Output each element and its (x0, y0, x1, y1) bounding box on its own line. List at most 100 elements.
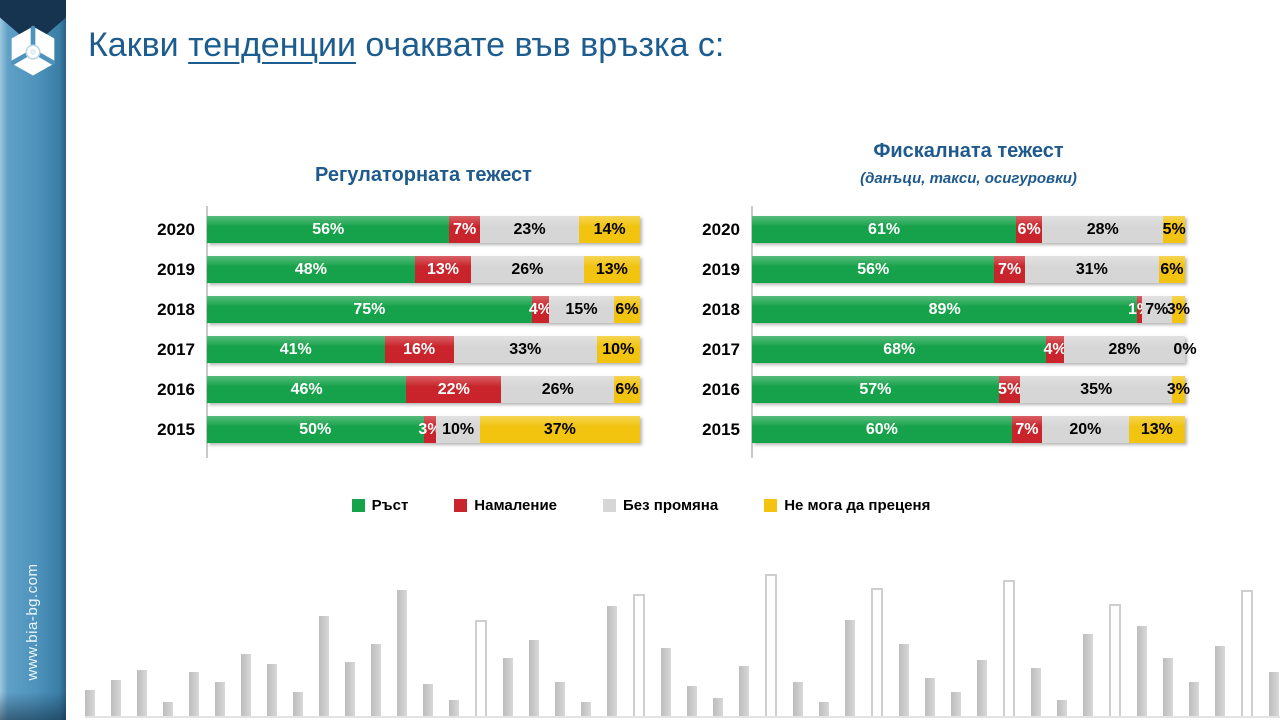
decor-bar (111, 680, 121, 716)
bar-segment: 75% (207, 296, 532, 323)
bar-segment: 13% (1128, 416, 1185, 443)
bar-segment-label: 20% (1069, 420, 1102, 438)
bar-segment-label: 4% (528, 300, 552, 318)
decor-bar (951, 692, 961, 716)
decor-bar (977, 660, 987, 716)
stacked-bar: 48% 13% 26% 13% (207, 256, 640, 283)
bar-row-2017: 2017 41% 16% 33% 10% (145, 336, 645, 363)
bar-segment: 7% (1011, 416, 1043, 443)
y-axis-line (751, 206, 753, 458)
bar-segment: 56% (752, 256, 995, 283)
decor-bar (423, 684, 433, 716)
bar-row-2020: 2020 56% 7% 23% 14% (145, 216, 645, 243)
category-label: 2020 (157, 220, 195, 239)
bar-segment-label: 26% (511, 260, 544, 278)
bar-segment-label: 28% (1108, 340, 1141, 358)
bar-segment: 3% (1167, 376, 1190, 403)
bar-segment-label: 57% (859, 380, 892, 398)
bar-segment-label: 48% (294, 260, 327, 278)
category-label: 2015 (157, 420, 195, 439)
bar-segment-label: 13% (426, 260, 459, 278)
bar-segment: 10% (596, 336, 640, 363)
decor-bar (503, 658, 513, 716)
bar-row-2018: 2018 89% 1% 7% 3% (690, 296, 1190, 323)
bar-segment-label: 41% (279, 340, 312, 358)
bar-segment-label: 10% (442, 420, 475, 438)
decor-bar (1215, 646, 1225, 716)
legend-item: Без промяна (603, 497, 718, 514)
stacked-bar: 56% 7% 23% 14% (207, 216, 640, 243)
bar-segment-label: 6% (1017, 220, 1041, 238)
category-label: 2016 (702, 380, 740, 399)
bar-segment-label: 7% (453, 220, 477, 238)
bar-segment-label: 7% (1015, 420, 1039, 438)
bar-segment: 28% (1042, 216, 1164, 243)
bar-segment-label: 46% (290, 380, 323, 398)
bar-segment: 33% (453, 336, 597, 363)
decor-bar (687, 686, 697, 716)
bar-row-2015: 2015 50% 3% 10% 37% (145, 416, 645, 443)
stacked-bar: 89% 1% 7% 3% (752, 296, 1190, 323)
bar-segment: 3% (1167, 296, 1190, 323)
bar-segment: 7% (994, 256, 1025, 283)
legend-swatch-icon (351, 499, 365, 512)
bar-segment-label: 23% (513, 220, 546, 238)
legend-label: Без промяна (623, 497, 719, 514)
decor-bar (1031, 668, 1041, 716)
bar-segment: 68% (752, 336, 1047, 363)
bar-segment: 50% (207, 416, 424, 443)
decor-bar (163, 702, 173, 716)
bar-segment: 13% (583, 256, 640, 283)
bar-segment: 6% (614, 376, 640, 403)
decor-bar (555, 682, 565, 716)
decor-bar (845, 620, 855, 716)
bar-segment: 16% (384, 336, 454, 363)
bar-segment-label: 14% (593, 220, 626, 238)
decor-bar (293, 692, 303, 716)
bar-segment-label: 56% (312, 220, 345, 238)
decor-bar (661, 648, 671, 716)
stacked-bar: 57% 5% 35% 3% (752, 376, 1190, 403)
category-label: 2017 (157, 340, 195, 359)
bar-segment-label: 22% (437, 380, 470, 398)
legend-swatch-icon (764, 499, 778, 512)
bar-segment: 7% (449, 216, 480, 243)
stacked-bar: 41% 16% 33% 10% (207, 336, 640, 363)
bar-segment: 57% (752, 376, 999, 403)
bar-row-2019: 2019 56% 7% 31% 6% (690, 256, 1190, 283)
site-url: www.bia-bg.com (24, 563, 41, 681)
decor-bar (739, 666, 749, 716)
bar-row-2016: 2016 57% 5% 35% 3% (690, 376, 1190, 403)
bar-segment: 5% (998, 376, 1022, 403)
decor-bar (793, 682, 803, 716)
chart-rows: 2020 56% 7% 23% 14% 2019 48% 13% 26% 13% 2018 75% 4%… (145, 206, 645, 458)
bar-segment-label: 50% (299, 420, 332, 438)
bar-row-2017: 2017 68% 4% 28% 0% (690, 336, 1197, 363)
y-axis-line (206, 206, 208, 458)
bar-row-2016: 2016 46% 22% 26% 6% (145, 376, 645, 403)
decor-bar (529, 640, 539, 716)
decor-bar (581, 702, 591, 716)
bar-segment-label: 3% (1166, 300, 1191, 318)
bar-segment: 48% (207, 256, 415, 283)
title-prefix: Какви (88, 26, 189, 64)
decor-bar (1269, 672, 1279, 716)
bar-segment-label: 6% (1160, 260, 1184, 278)
bar-segment-label: 7% (1145, 300, 1169, 318)
legend-item: Ръст (351, 497, 409, 514)
bar-row-2018: 2018 75% 4% 15% 6% (145, 296, 645, 323)
bar-segment: 56% (207, 216, 450, 243)
decor-bar (215, 682, 225, 716)
bar-segment-label: 3% (1166, 380, 1191, 398)
bar-segment-label: 15% (565, 300, 598, 318)
bar-segment-label: 0% (1173, 340, 1197, 358)
sidebar: www.bia-bg.com (0, 0, 66, 720)
bar-segment: 22% (406, 376, 502, 403)
chart-title: Фискалната тежест (873, 140, 1064, 162)
chart-subtitle: (данъци, такси, осигуровки) (860, 170, 1077, 187)
decor-bar (1241, 590, 1253, 716)
legend-label: Ръст (371, 497, 409, 514)
decor-bar (819, 702, 829, 716)
bar-segment: 15% (549, 296, 614, 323)
bar-segment-label: 5% (998, 380, 1022, 398)
